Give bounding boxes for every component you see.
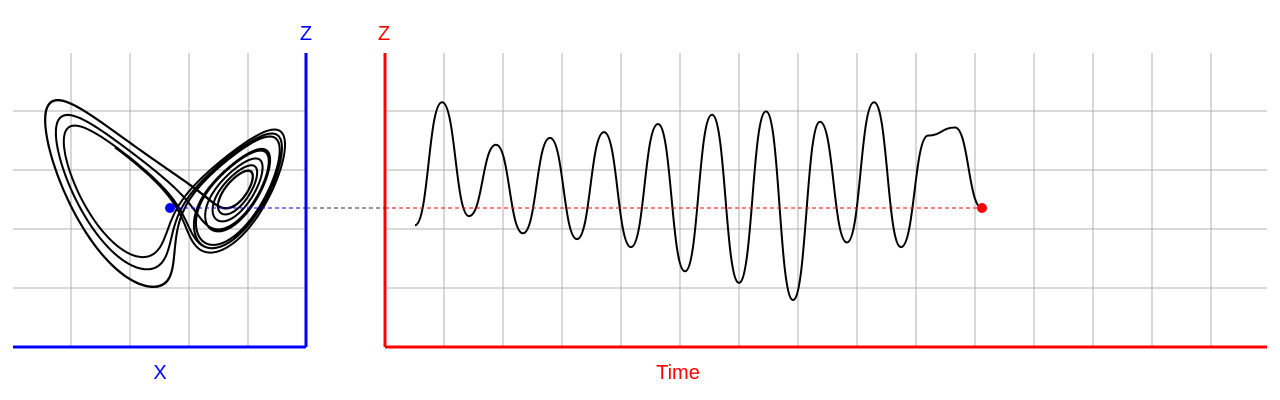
phase-grid	[13, 53, 306, 347]
phase-trajectory	[43, 99, 286, 288]
time-current-point	[977, 203, 987, 213]
time-grid	[385, 53, 1267, 347]
phase-x-label: X	[153, 362, 166, 384]
time-x-label: Time	[656, 362, 700, 384]
time-series-trace	[414, 101, 983, 302]
phase-current-point	[165, 203, 175, 213]
time-z-label: Z	[378, 23, 390, 45]
phase-z-label: Z	[300, 23, 312, 45]
